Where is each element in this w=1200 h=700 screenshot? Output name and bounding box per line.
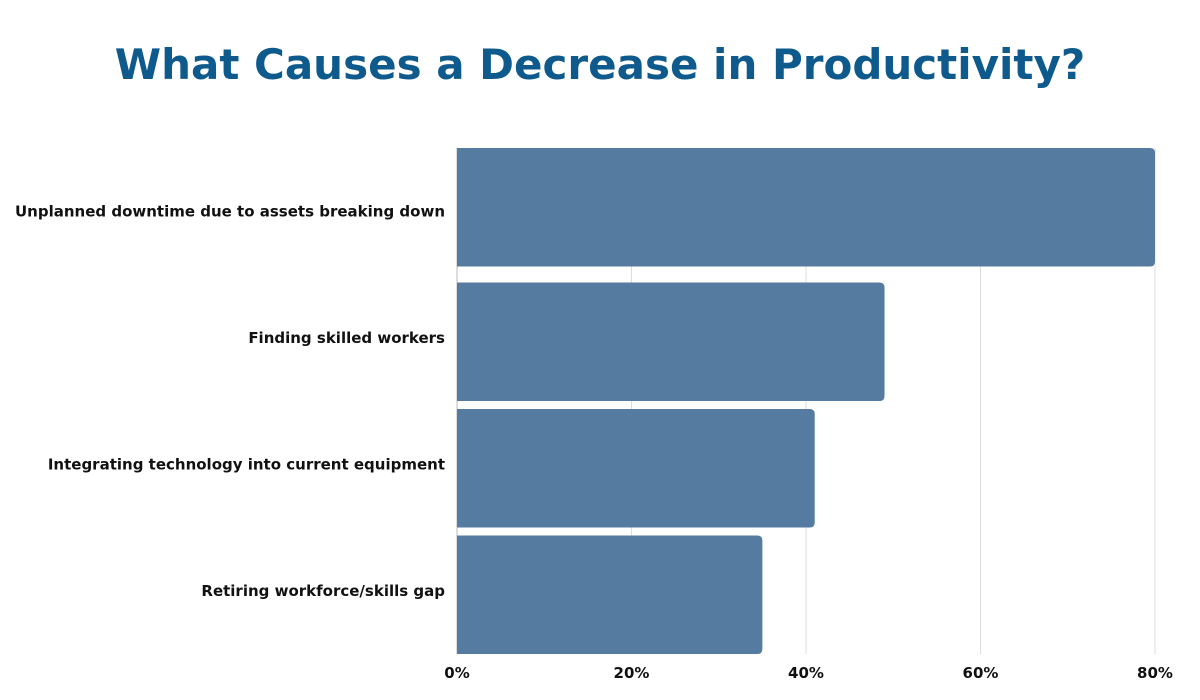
bar bbox=[457, 535, 763, 654]
category-label: Retiring workforce/skills gap bbox=[201, 582, 445, 600]
chart-title: What Causes a Decrease in Productivity? bbox=[114, 40, 1086, 89]
bar bbox=[457, 409, 815, 528]
category-label: Finding skilled workers bbox=[248, 329, 445, 347]
bar bbox=[457, 282, 885, 401]
bar bbox=[457, 148, 1155, 267]
x-tick-label: 0% bbox=[444, 664, 469, 682]
x-tick-label: 40% bbox=[788, 664, 824, 682]
x-tick-label: 20% bbox=[614, 664, 650, 682]
x-tick-label: 80% bbox=[1137, 664, 1173, 682]
x-tick-label: 60% bbox=[963, 664, 999, 682]
category-label: Integrating technology into current equi… bbox=[48, 455, 445, 473]
category-label: Unplanned downtime due to assets breakin… bbox=[15, 202, 445, 220]
